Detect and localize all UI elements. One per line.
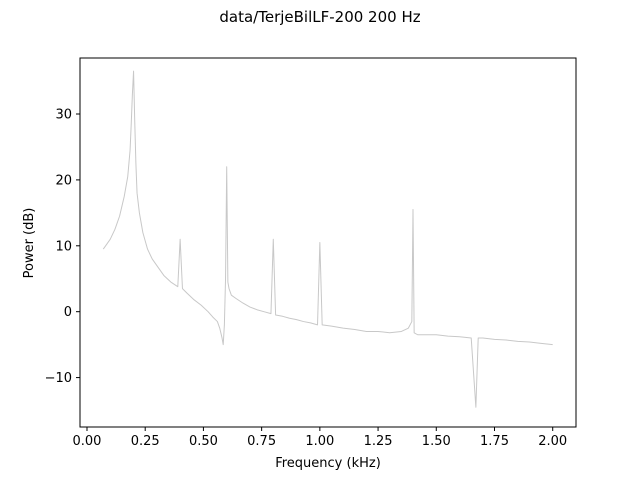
chart-title: data/TerjeBilLF-200 200 Hz [219, 8, 420, 26]
x-tick-label: 1.00 [305, 434, 334, 449]
y-tick-label: 20 [55, 173, 72, 188]
series-layer [102, 70, 553, 408]
x-tick-label: 0.50 [189, 434, 218, 449]
plot-area: 0.00 0.25 0.50 0.75 1.00 1.25 1.50 1.75 2.00 −10… [45, 57, 577, 449]
y-tick-label: 10 [55, 239, 72, 254]
plot-frame [79, 57, 577, 428]
y-tick-label: −10 [45, 371, 72, 386]
x-tick-label: 2.00 [538, 434, 567, 449]
y-axis-title: Power (dB) [22, 208, 37, 279]
y-tick-label: 30 [55, 108, 72, 123]
x-tick-label: 0.25 [131, 434, 160, 449]
x-tick-label: 0.00 [73, 434, 102, 449]
x-axis-ticks: 0.00 0.25 0.50 0.75 1.00 1.25 1.50 1.75 2.00 [73, 427, 567, 449]
x-tick-label: 1.50 [422, 434, 451, 449]
x-tick-label: 1.25 [364, 434, 393, 449]
y-tick-label: 0 [64, 305, 72, 320]
x-axis-title: Frequency (kHz) [275, 456, 381, 471]
y-axis-ticks: −10 0 10 20 30 [45, 108, 80, 386]
x-tick-label: 1.75 [480, 434, 509, 449]
series-line-0 [102, 70, 553, 408]
x-tick-label: 0.75 [247, 434, 276, 449]
